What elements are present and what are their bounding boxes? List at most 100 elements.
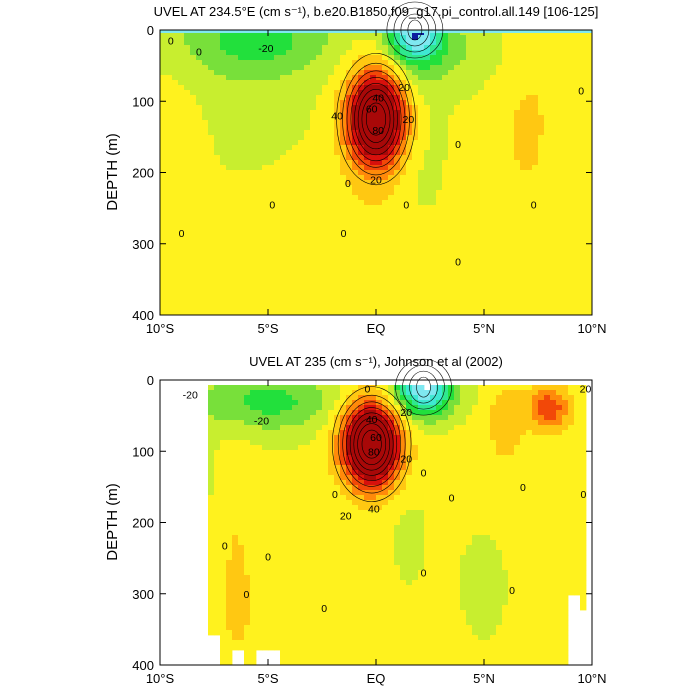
field-cell: [328, 40, 335, 46]
field-cell: [328, 165, 335, 171]
field-cell: [244, 540, 251, 546]
field-cell: [418, 45, 425, 51]
field-cell: [178, 135, 185, 141]
field-cell: [304, 295, 311, 301]
field-cell: [166, 220, 173, 226]
field-cell: [526, 205, 533, 211]
field-cell: [256, 550, 263, 556]
field-cell: [484, 295, 491, 301]
field-cell: [388, 180, 395, 186]
field-cell: [214, 440, 221, 446]
field-cell: [568, 125, 575, 131]
field-cell: [250, 75, 257, 81]
field-cell: [280, 280, 287, 286]
field-cell: [178, 125, 185, 131]
field-cell: [292, 145, 299, 151]
field-cell: [394, 280, 401, 286]
field-cell: [244, 410, 251, 416]
field-cell: [490, 165, 497, 171]
field-cell: [340, 275, 347, 281]
field-cell: [400, 55, 407, 61]
field-cell: [304, 60, 311, 66]
field-cell: [274, 580, 281, 586]
field-cell: [442, 310, 449, 316]
field-cell: [514, 80, 521, 86]
field-cell: [508, 295, 515, 301]
field-cell: [496, 50, 503, 56]
field-cell: [586, 35, 593, 41]
field-cell: [250, 250, 257, 256]
field-cell: [520, 145, 527, 151]
field-cell: [376, 165, 383, 171]
field-cell: [232, 210, 239, 216]
field-cell: [214, 260, 221, 266]
field-cell: [220, 50, 227, 56]
field-cell: [544, 70, 551, 76]
field-cell: [172, 65, 179, 71]
field-cell: [352, 300, 359, 306]
field-cell: [214, 570, 221, 576]
field-cell: [190, 70, 197, 76]
field-cell: [292, 460, 299, 466]
field-cell: [418, 295, 425, 301]
field-cell: [448, 40, 455, 46]
field-cell: [514, 300, 521, 306]
field-cell: [160, 55, 167, 61]
field-cell: [478, 260, 485, 266]
field-cell: [496, 65, 503, 71]
field-cell: [550, 45, 557, 51]
field-cell: [160, 80, 167, 86]
field-cell: [406, 190, 413, 196]
field-cell: [256, 295, 263, 301]
field-cell: [286, 385, 293, 391]
field-cell: [310, 200, 317, 206]
field-cell: [298, 125, 305, 131]
field-cell: [214, 470, 221, 476]
field-cell: [250, 515, 257, 521]
field-cell: [256, 500, 263, 506]
field-cell: [478, 200, 485, 206]
field-cell: [496, 190, 503, 196]
field-cell: [310, 105, 317, 111]
field-cell: [184, 215, 191, 221]
field-cell: [376, 255, 383, 261]
field-cell: [322, 305, 329, 311]
field-cell: [406, 130, 413, 136]
field-cell: [280, 310, 287, 316]
field-cell: [334, 305, 341, 311]
field-cell: [586, 55, 593, 61]
field-cell: [250, 195, 257, 201]
field-cell: [190, 165, 197, 171]
field-cell: [520, 195, 527, 201]
field-cell: [160, 175, 167, 181]
field-cell: [214, 515, 221, 521]
field-cell: [322, 175, 329, 181]
field-cell: [244, 275, 251, 281]
field-cell: [352, 230, 359, 236]
field-cell: [340, 85, 347, 91]
field-cell: [502, 245, 509, 251]
field-cell: [226, 205, 233, 211]
field-cell: [358, 60, 365, 66]
field-cell: [562, 110, 569, 116]
field-cell: [274, 560, 281, 566]
field-cell: [490, 255, 497, 261]
field-cell: [334, 210, 341, 216]
field-cell: [328, 60, 335, 66]
field-cell: [364, 270, 371, 276]
field-cell: [442, 80, 449, 86]
field-cell: [370, 170, 377, 176]
field-cell: [532, 275, 539, 281]
field-cell: [250, 425, 257, 431]
field-cell: [520, 290, 527, 296]
field-cell: [256, 285, 263, 291]
field-cell: [442, 90, 449, 96]
field-cell: [526, 85, 533, 91]
field-cell: [538, 155, 545, 161]
field-cell: [526, 220, 533, 226]
field-cell: [280, 305, 287, 311]
field-cell: [580, 130, 587, 136]
field-cell: [262, 195, 269, 201]
field-cell: [436, 235, 443, 241]
field-cell: [586, 205, 593, 211]
